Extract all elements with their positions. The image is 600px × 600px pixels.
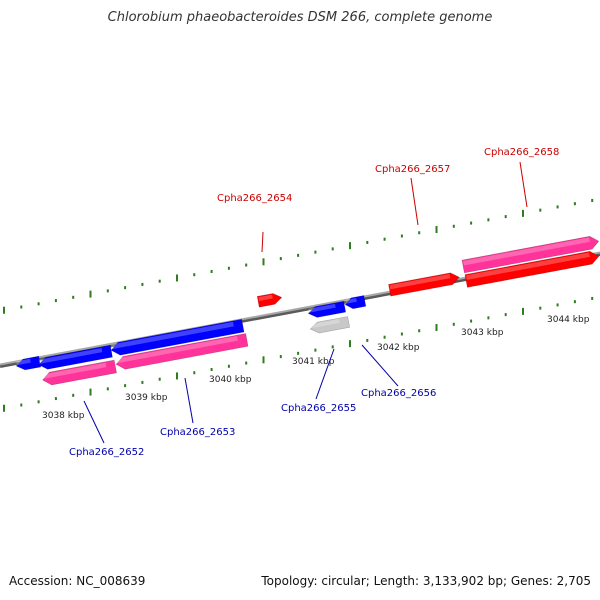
gene-2658 bbox=[464, 250, 600, 288]
gene-2654-highlight bbox=[258, 294, 273, 301]
gene-2657 bbox=[388, 272, 460, 297]
gene-label: Cpha266_2658 bbox=[484, 147, 559, 158]
gene-leader-line bbox=[83, 400, 105, 444]
gene-2655-highlight bbox=[308, 303, 336, 313]
gene-2655-gray-highlight bbox=[310, 319, 340, 329]
cds-2652-shape bbox=[42, 359, 117, 386]
gene-2653-highlight bbox=[111, 321, 234, 350]
gene-label: Cpha266_2655 bbox=[281, 403, 356, 414]
gene-2652-highlight bbox=[38, 347, 103, 364]
gene-label: Cpha266_2653 bbox=[160, 427, 235, 438]
scale-label: 3044 kbp bbox=[547, 315, 590, 325]
cds-2658-highlight bbox=[463, 237, 590, 266]
gene-2655-shape bbox=[307, 300, 347, 318]
gene-label: Cpha266_2654 bbox=[217, 193, 292, 204]
gene-2655-gray-shape bbox=[309, 316, 351, 334]
cds-2658 bbox=[461, 235, 600, 274]
gene-2652 bbox=[38, 344, 113, 370]
accession-label: Accession: NC_008639 bbox=[9, 574, 146, 588]
gene-2656 bbox=[344, 295, 367, 310]
cds-2653-shape bbox=[115, 333, 249, 370]
gene-2655-gray bbox=[309, 316, 351, 334]
scale-label: 3042 kbp bbox=[377, 343, 420, 353]
gene-2656-shape bbox=[344, 295, 367, 310]
scale-label: 3040 kbp bbox=[209, 375, 252, 385]
scale-label: 3043 kbp bbox=[461, 328, 504, 338]
genome-info-label: Topology: circular; Length: 3,133,902 bp… bbox=[261, 574, 591, 588]
genome-title: Chlorobium phaeobacteroides DSM 266, com… bbox=[107, 10, 493, 25]
cds-2653 bbox=[115, 333, 249, 370]
gene-2652-shape bbox=[38, 344, 113, 370]
gene-label: Cpha266_2656 bbox=[361, 388, 436, 399]
cds-2652-highlight bbox=[42, 362, 107, 379]
gene-label: Cpha266_2652 bbox=[69, 447, 144, 458]
gene-2653-shape bbox=[110, 318, 245, 356]
gene-leader-line bbox=[410, 177, 419, 226]
cds-2653-highlight bbox=[116, 336, 238, 364]
gene-leader-line bbox=[261, 231, 264, 253]
gene-leader-line bbox=[361, 344, 399, 387]
gene-2654-shape bbox=[256, 293, 283, 308]
gene-label: Cpha266_2657 bbox=[375, 164, 450, 175]
cds-2652 bbox=[42, 359, 117, 386]
gene-2655 bbox=[307, 300, 347, 318]
gene-leader-line bbox=[519, 161, 528, 208]
gene-2651-partial bbox=[15, 355, 42, 371]
gene-2654 bbox=[256, 293, 283, 308]
gene-2651-partial-highlight bbox=[16, 358, 31, 366]
gene-2657-shape bbox=[388, 272, 460, 297]
cds-2658-shape bbox=[461, 235, 600, 274]
gene-2658-highlight bbox=[466, 252, 590, 280]
gene-2653 bbox=[110, 318, 245, 356]
gene-2657-highlight bbox=[389, 273, 451, 290]
gene-leader-line bbox=[184, 377, 194, 424]
scale-label: 3039 kbp bbox=[125, 393, 168, 403]
gene-leader-line bbox=[315, 348, 335, 400]
gene-2658-shape bbox=[464, 250, 600, 288]
scale-label: 3038 kbp bbox=[42, 411, 85, 421]
scale-label: 3041 kbp bbox=[292, 357, 335, 367]
gene-2656-highlight bbox=[345, 297, 357, 304]
